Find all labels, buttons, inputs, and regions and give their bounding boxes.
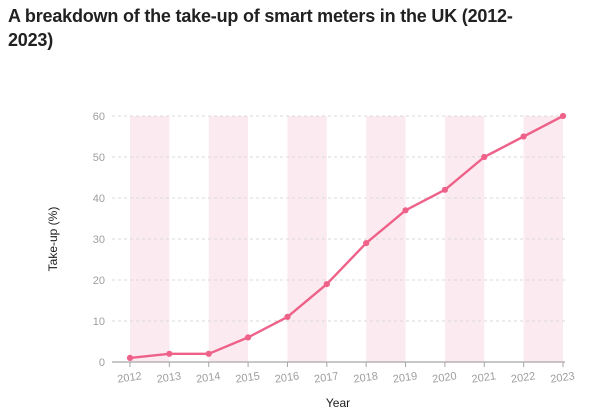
y-axis-title: Take-up (%) xyxy=(46,207,60,272)
data-point xyxy=(126,354,134,361)
y-tick-label: 50 xyxy=(93,152,105,164)
data-point xyxy=(481,153,488,161)
data-point xyxy=(402,207,409,214)
x-axis-title: Year xyxy=(326,396,350,410)
data-point xyxy=(363,240,370,247)
plot-area: 2012 2013 2014 2015 2016 2017 2018 2019 2020 2021… xyxy=(93,111,576,386)
x-tick-label: 2023 xyxy=(550,370,576,385)
data-point xyxy=(323,281,330,288)
x-tick-label: 2021 xyxy=(471,370,497,385)
y-tick-label: 60 xyxy=(93,111,105,123)
x-tick-label: 2012 xyxy=(117,370,143,385)
chart-title: A breakdown of the take-up of smart mete… xyxy=(8,6,513,50)
x-tick-label: 2019 xyxy=(392,370,418,385)
data-point xyxy=(166,350,173,357)
x-tick-label: 2015 xyxy=(235,370,261,385)
x-tick-label: 2017 xyxy=(313,370,339,385)
x-tick-label: 2018 xyxy=(353,370,379,385)
x-tick-label: 2014 xyxy=(195,370,221,385)
data-line xyxy=(128,114,565,360)
x-tick-label: 2016 xyxy=(274,370,300,385)
x-tick-label: 2020 xyxy=(432,370,458,385)
alt-year-band xyxy=(444,116,485,362)
data-point xyxy=(441,186,449,193)
y-tick-label: 10 xyxy=(93,316,105,328)
y-tick-label: 40 xyxy=(93,193,105,205)
y-tick-label: 30 xyxy=(93,234,105,246)
x-tick-label: 2022 xyxy=(510,370,536,385)
data-point xyxy=(244,334,252,341)
data-point xyxy=(284,313,291,320)
x-tick-label: 2013 xyxy=(156,370,182,385)
data-point xyxy=(559,112,567,120)
data-point xyxy=(205,350,212,357)
y-tick-label: 0 xyxy=(99,357,105,369)
data-point xyxy=(520,133,527,140)
y-tick-label: 20 xyxy=(93,275,105,287)
